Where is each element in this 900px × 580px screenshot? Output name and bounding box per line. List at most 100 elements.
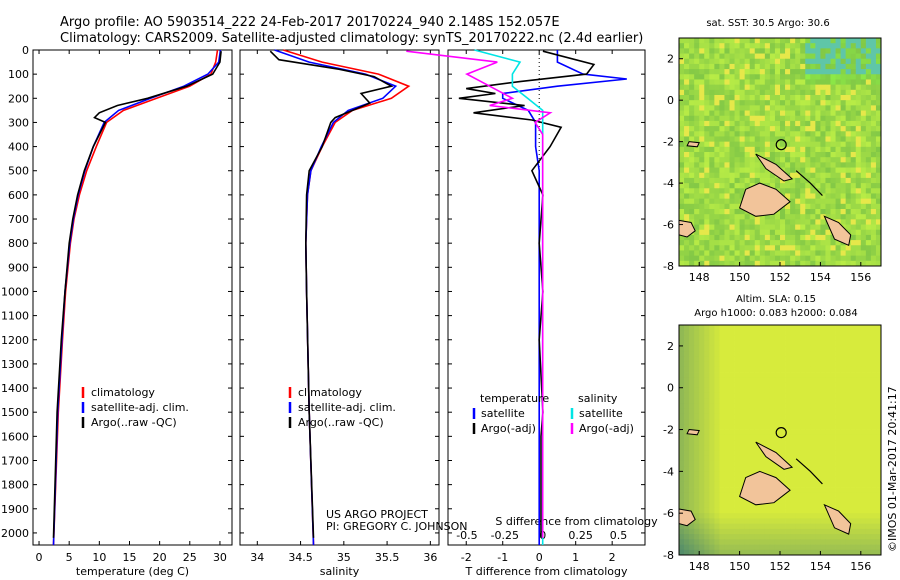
- sla-map-cell: [790, 361, 796, 368]
- sst-map-cell: [729, 63, 735, 70]
- sst-map-cell: [870, 152, 877, 158]
- sst-map-cell: [860, 89, 867, 96]
- sla-map-cell: [840, 440, 847, 446]
- sla-map-cell: [795, 419, 801, 425]
- sla-map-cell: [694, 403, 700, 410]
- sla-map-cell: [749, 528, 756, 535]
- sst-map-cell: [835, 79, 841, 86]
- sla-map-cell: [729, 361, 735, 368]
- sla-map-cell: [704, 361, 710, 368]
- sla-map-cell: [734, 335, 740, 342]
- sla-map-cell: [774, 361, 781, 368]
- sla-map-cell: [684, 340, 690, 347]
- sla-map-cell: [835, 372, 841, 378]
- sst-map-cell: [875, 84, 882, 91]
- sst-map-cell: [800, 260, 806, 267]
- sla-map-cell: [860, 476, 867, 483]
- sla-map-cell: [810, 434, 816, 441]
- sst-map-cell: [855, 110, 862, 117]
- sla-map-cell: [785, 481, 791, 488]
- sla-map-cell: [699, 325, 705, 331]
- sla-map-cell: [704, 408, 710, 415]
- sla-map-cell: [875, 434, 882, 441]
- sst-map-cell: [815, 136, 821, 143]
- sst-map-cell: [850, 141, 857, 148]
- sla-map-cell: [769, 330, 776, 336]
- sla-map-cell: [835, 403, 841, 410]
- sla-map-cell: [780, 351, 786, 357]
- sla-map-cell: [855, 539, 862, 545]
- sla-map-cell: [759, 440, 766, 446]
- sst-map-cell: [734, 131, 740, 137]
- sla-map-cell: [855, 424, 862, 430]
- sla-map-cell: [840, 544, 847, 551]
- sst-map-cell: [679, 234, 685, 241]
- sla-map-cell: [759, 523, 766, 530]
- sla-map-cell: [800, 523, 806, 530]
- sst-map-cell: [709, 84, 715, 91]
- sla-map-cell: [684, 419, 690, 425]
- sla-map-cell: [820, 544, 826, 551]
- sla-map-cell: [709, 507, 715, 514]
- sst-map-cell: [739, 38, 746, 44]
- sla-map-cell: [875, 502, 882, 509]
- sst-map-cell: [860, 58, 867, 65]
- sla-map-cell: [830, 382, 836, 389]
- sla-map-cell: [840, 502, 847, 509]
- sst-map-cell: [769, 53, 776, 60]
- difference-axes-frame: [447, 49, 646, 546]
- sla-map-cell: [739, 518, 746, 525]
- sst-map-cell: [820, 89, 826, 96]
- sst-map-cell: [764, 58, 771, 65]
- sla-map-cell: [714, 340, 720, 347]
- sst-map-cell: [679, 105, 685, 111]
- sla-map-cell: [780, 403, 786, 410]
- sla-map-cell: [734, 471, 740, 477]
- sst-map-cell: [754, 74, 761, 80]
- sla-map-cell: [830, 429, 836, 436]
- sla-map-cell: [865, 460, 872, 467]
- sst-map-cell: [709, 234, 715, 241]
- sst-map-cell: [805, 48, 811, 54]
- sla-map-cell: [860, 340, 867, 347]
- sla-map-cell: [689, 487, 695, 493]
- sst-map-cell: [825, 58, 831, 65]
- sla-map-cell: [860, 361, 867, 368]
- sla-map-cell: [875, 445, 882, 451]
- sst-map-cell: [684, 74, 690, 80]
- sla-map-cell: [739, 549, 746, 556]
- sla-map-cell: [840, 403, 847, 410]
- sla-map-cell: [749, 408, 756, 415]
- sst-map-cell: [694, 260, 700, 267]
- sla-map-cell: [790, 497, 796, 504]
- sla-map-cell: [845, 325, 852, 331]
- sst-map-cell: [699, 245, 705, 251]
- sla-map-cell: [845, 424, 852, 430]
- sst-map-cell: [830, 84, 836, 91]
- sst-map-cell: [795, 48, 801, 54]
- sst-map-cell: [724, 260, 730, 267]
- sst-map-cell: [724, 84, 730, 91]
- sst-map-cell: [729, 162, 735, 168]
- sla-map-cell: [850, 471, 857, 477]
- sla-map-cell: [865, 387, 872, 394]
- sla-map-cell: [754, 413, 761, 420]
- sst-map-cell: [845, 131, 852, 137]
- sst-map-cell: [810, 48, 816, 54]
- sla-map-cell: [684, 345, 690, 352]
- sst-map-cell: [769, 69, 776, 75]
- sst-map-cell: [790, 53, 796, 60]
- sla-map-cell: [825, 497, 831, 504]
- sla-map-cell: [795, 366, 801, 373]
- sla-map-cell: [830, 440, 836, 446]
- sla-map-cell: [724, 513, 730, 519]
- sst-map-cell: [689, 240, 695, 246]
- sla-map-cell: [870, 408, 877, 415]
- sla-map-cell: [800, 534, 806, 540]
- sla-map-cell: [744, 539, 751, 545]
- sla-map-cell: [820, 549, 826, 556]
- sla-map-cell: [825, 351, 831, 357]
- sst-map-cell: [709, 120, 715, 127]
- sst-map-cell: [699, 209, 705, 215]
- sst-map-cell: [724, 105, 730, 111]
